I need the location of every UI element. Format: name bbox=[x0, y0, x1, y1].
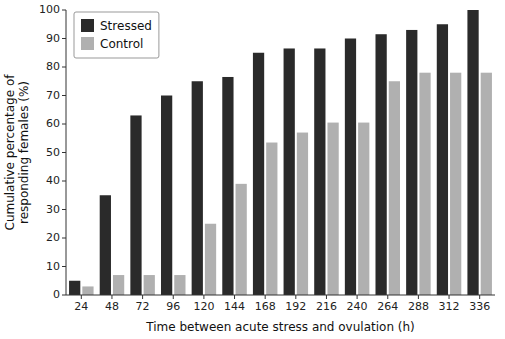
x-tick-label: 168 bbox=[255, 300, 276, 313]
x-tick bbox=[111, 295, 112, 299]
y-tick-label: 100 bbox=[39, 3, 60, 16]
x-tick bbox=[326, 295, 327, 299]
y-tick bbox=[62, 238, 66, 239]
bar bbox=[467, 10, 478, 295]
x-tick-label: 312 bbox=[439, 300, 460, 313]
y-axis-label-line: Cumulative percentage of bbox=[3, 74, 17, 231]
bar bbox=[327, 123, 338, 295]
bar bbox=[375, 34, 386, 295]
x-tick bbox=[387, 295, 388, 299]
x-axis-label: Time between acute stress and ovulation … bbox=[145, 320, 415, 334]
bar bbox=[253, 53, 264, 295]
bar bbox=[437, 24, 448, 295]
x-tick-label: 240 bbox=[347, 300, 368, 313]
y-tick-label: 40 bbox=[46, 174, 60, 187]
x-tick-label: 216 bbox=[316, 300, 337, 313]
legend-swatch bbox=[81, 19, 94, 32]
x-tick bbox=[479, 295, 480, 299]
bar bbox=[389, 81, 400, 295]
y-tick-label: 50 bbox=[46, 146, 60, 159]
bar bbox=[481, 73, 492, 295]
y-tick bbox=[62, 181, 66, 182]
x-tick bbox=[357, 295, 358, 299]
y-axis-label-line: responding females (%) bbox=[17, 81, 31, 224]
x-tick-label: 48 bbox=[105, 300, 119, 313]
bar bbox=[69, 281, 80, 295]
x-tick-label: 120 bbox=[193, 300, 214, 313]
bar bbox=[419, 73, 430, 295]
bar bbox=[144, 275, 155, 295]
y-tick-label: 30 bbox=[46, 203, 60, 216]
y-tick bbox=[62, 38, 66, 39]
bar bbox=[222, 77, 233, 295]
x-tick bbox=[265, 295, 266, 299]
y-tick bbox=[62, 152, 66, 153]
bar bbox=[100, 195, 111, 295]
y-tick bbox=[62, 266, 66, 267]
bars bbox=[69, 10, 492, 295]
bar bbox=[130, 115, 141, 295]
legend-label: Control bbox=[100, 37, 143, 51]
bar bbox=[192, 81, 203, 295]
bar bbox=[205, 224, 216, 295]
x-tick bbox=[142, 295, 143, 299]
legend-frame bbox=[74, 12, 159, 58]
bar bbox=[297, 133, 308, 295]
x-tick-label: 144 bbox=[224, 300, 245, 313]
y-tick bbox=[62, 95, 66, 96]
x-tick bbox=[81, 295, 82, 299]
x-tick-label: 288 bbox=[408, 300, 429, 313]
legend: Stressed Control bbox=[74, 12, 159, 58]
y-tick-label: 60 bbox=[46, 117, 60, 130]
y-tick-label: 10 bbox=[46, 260, 60, 273]
x-tick-label: 72 bbox=[136, 300, 150, 313]
y-axis-label: Cumulative percentage ofresponding femal… bbox=[3, 74, 31, 231]
y-tick bbox=[62, 67, 66, 68]
bar bbox=[174, 275, 185, 295]
y-tick bbox=[62, 295, 66, 296]
chart-container: 0 10 20 30 40 50 60 70 80 90 100 24 48 72 96 120 144 168 1… bbox=[0, 0, 505, 339]
x-tick-label: 264 bbox=[377, 300, 398, 313]
bar bbox=[236, 184, 247, 295]
y-tick-label: 70 bbox=[46, 89, 60, 102]
x-tick-label: 24 bbox=[74, 300, 88, 313]
y-tick bbox=[62, 10, 66, 11]
bar bbox=[358, 123, 369, 295]
y-tick bbox=[62, 209, 66, 210]
x-tick bbox=[173, 295, 174, 299]
y-tick-label: 0 bbox=[53, 288, 60, 301]
x-tick-label: 96 bbox=[166, 300, 180, 313]
chart: 0 10 20 30 40 50 60 70 80 90 100 24 48 72 96 120 144 168 1… bbox=[0, 0, 505, 339]
x-tick bbox=[449, 295, 450, 299]
y-tick-label: 90 bbox=[46, 32, 60, 45]
bar bbox=[161, 96, 172, 296]
bar bbox=[113, 275, 124, 295]
legend-swatch bbox=[81, 37, 94, 50]
x-tick bbox=[418, 295, 419, 299]
y-tick-label: 80 bbox=[46, 60, 60, 73]
y-tick bbox=[62, 124, 66, 125]
x-tick-label: 192 bbox=[285, 300, 306, 313]
x-tick bbox=[234, 295, 235, 299]
bar bbox=[450, 73, 461, 295]
bar bbox=[284, 48, 295, 295]
legend-label: Stressed bbox=[100, 19, 152, 33]
x-tick bbox=[295, 295, 296, 299]
bar bbox=[314, 48, 325, 295]
y-tick-label: 20 bbox=[46, 231, 60, 244]
bar bbox=[406, 30, 417, 295]
x-tick-label: 336 bbox=[469, 300, 490, 313]
x-axis-line bbox=[66, 295, 495, 296]
bar bbox=[345, 39, 356, 296]
x-tick bbox=[203, 295, 204, 299]
bar bbox=[266, 143, 277, 295]
bar bbox=[82, 286, 93, 295]
